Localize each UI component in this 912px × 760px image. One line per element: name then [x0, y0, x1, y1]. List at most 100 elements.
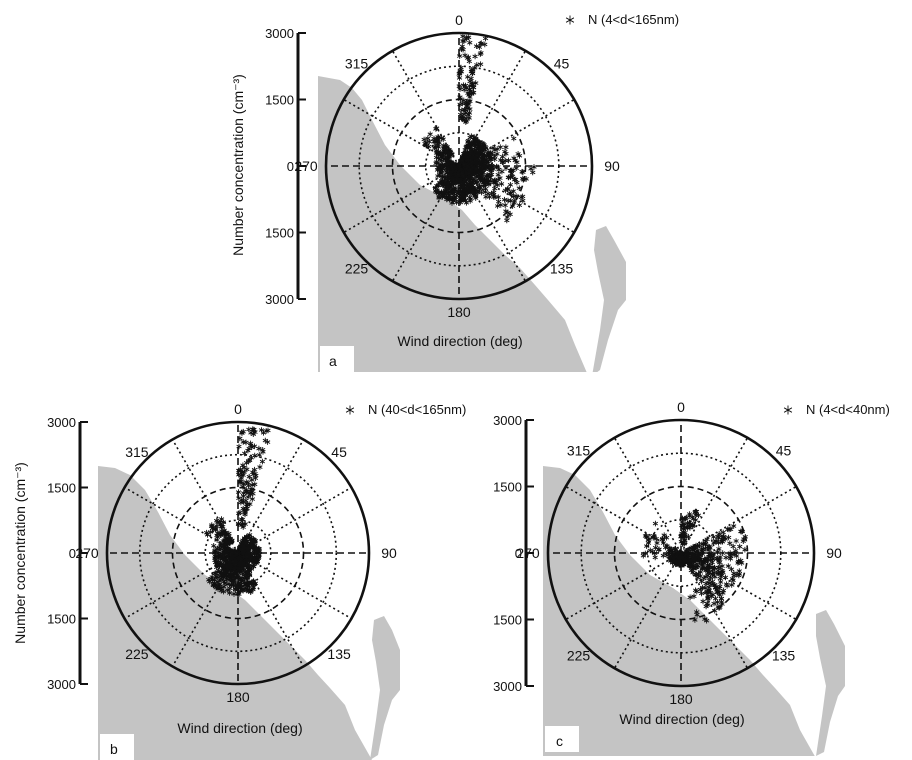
polar-frame	[546, 418, 816, 688]
panel-a: 3000 1500 0 1500 3000 0 45 90 135 180 225 270 315 N…	[265, 12, 679, 372]
panel-label-box-a: a	[320, 346, 354, 372]
direction-label: 90	[604, 158, 620, 174]
axis-a: 3000 1500 0 1500 3000	[265, 26, 594, 307]
data-point	[256, 452, 262, 458]
data-point	[468, 175, 474, 182]
data-point	[494, 203, 501, 209]
data-point	[703, 574, 709, 580]
direction-label: 135	[772, 648, 796, 664]
data-point	[441, 178, 448, 185]
radial-tick-label: 0	[515, 546, 522, 561]
grid-spoke	[680, 552, 797, 621]
data-point	[510, 167, 516, 174]
data-point	[681, 541, 687, 547]
data-point	[466, 34, 472, 41]
data-point	[687, 557, 693, 563]
data-point	[216, 544, 223, 551]
data-point	[717, 564, 723, 571]
data-point	[478, 40, 484, 46]
data-point	[681, 557, 688, 564]
data-point	[672, 546, 679, 552]
radial-tick-label: 3000	[493, 413, 522, 428]
data-point	[456, 71, 462, 77]
data-point	[477, 61, 484, 67]
panel-letter: a	[329, 353, 337, 369]
data-point	[434, 183, 440, 189]
data-point	[651, 550, 658, 556]
grid-spoke	[458, 50, 527, 167]
data-point	[468, 159, 475, 165]
data-point	[211, 550, 218, 556]
data-point	[494, 151, 500, 157]
data-point	[247, 440, 254, 447]
radial-tick-label: 1500	[47, 612, 76, 627]
radial-tick-label: 3000	[265, 292, 294, 307]
data-point	[249, 542, 255, 549]
radial-tick-label: 3000	[47, 677, 76, 692]
data-point	[483, 145, 489, 151]
data-point	[695, 512, 702, 519]
data-point	[460, 115, 466, 122]
data-point	[475, 143, 481, 150]
data-point	[736, 559, 742, 565]
data-point	[483, 194, 489, 200]
legend-marker	[345, 405, 355, 415]
data-point	[220, 562, 227, 568]
data-point	[492, 177, 498, 183]
data-point	[683, 548, 689, 554]
data-point	[652, 554, 658, 561]
data-point	[496, 166, 502, 173]
data-point	[233, 561, 239, 568]
data-point	[719, 601, 725, 607]
direction-labels-b: 0 45 90 135 180 225 270 315	[75, 401, 397, 705]
data-point	[720, 529, 726, 536]
island-region	[816, 610, 845, 756]
data-point	[681, 521, 687, 527]
direction-label: 180	[226, 689, 250, 705]
data-point	[481, 158, 487, 165]
data-point	[686, 562, 693, 568]
data-point	[502, 148, 508, 155]
data-point	[461, 86, 467, 93]
data-point	[503, 208, 509, 214]
data-point	[728, 553, 734, 560]
radial-tick-label: 1500	[265, 226, 294, 241]
data-point	[695, 574, 701, 581]
radial-tick-label: 3000	[265, 26, 294, 41]
polar-frame	[105, 420, 371, 686]
data-point	[652, 520, 659, 527]
data-point	[459, 100, 466, 107]
data-point	[461, 161, 467, 167]
data-point	[740, 538, 746, 544]
polar-frame	[324, 31, 594, 301]
data-point	[502, 157, 509, 164]
data-point	[252, 555, 258, 562]
data-point	[725, 563, 731, 569]
data-point	[700, 598, 706, 605]
data-point	[686, 519, 692, 526]
direction-label: 0	[677, 399, 685, 415]
direction-label: 315	[345, 56, 369, 72]
data-point	[229, 549, 235, 556]
data-point	[689, 514, 695, 520]
data-point	[213, 558, 220, 565]
data-point	[663, 534, 670, 541]
data-point	[511, 135, 517, 142]
data-point	[705, 596, 711, 602]
data-point	[712, 582, 718, 588]
data-point	[514, 159, 520, 165]
data-point	[512, 176, 519, 183]
data-point	[715, 534, 722, 541]
y-axis-label: Number concentration (cm⁻³)	[12, 462, 28, 644]
data-point	[460, 38, 466, 44]
data-point	[708, 554, 714, 560]
direction-labels-c: 0 45 90 135 180 225 270 315	[516, 399, 842, 707]
data-point	[703, 617, 710, 624]
data-point	[468, 133, 475, 139]
panel-label-box-c: c	[545, 726, 579, 752]
axis-b: 3000 1500 0 1500 3000	[47, 415, 371, 692]
data-point	[240, 505, 246, 512]
data-point	[479, 168, 485, 175]
data-point	[464, 185, 470, 192]
data-point	[692, 587, 699, 594]
